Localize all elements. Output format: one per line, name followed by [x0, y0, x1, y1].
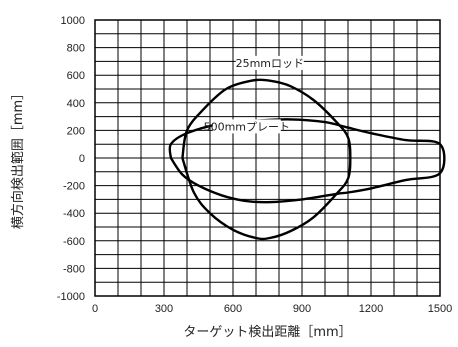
x-tick-label: 0: [92, 303, 98, 315]
grid-lines: [95, 20, 440, 296]
x-tick-label: 900: [293, 303, 311, 315]
y-tick-label: 200: [67, 125, 85, 137]
y-tick-label: 400: [67, 98, 85, 110]
series-labels: 25mmロッド 500mmプレート: [204, 55, 304, 134]
y-tick-label: 0: [79, 153, 85, 165]
y-tick-label: -400: [63, 208, 85, 220]
series-curve-rod: [181, 78, 352, 241]
plot-frame: [94, 19, 441, 297]
y-tick-label: -200: [63, 181, 85, 193]
y-tick-label: 1000: [61, 15, 85, 27]
series-label-bg-rod: [235, 55, 304, 70]
series-curves: [168, 78, 446, 241]
y-axis-title: 横方向検出範囲［mm］: [10, 87, 26, 229]
tick-labels: 0 300 600 900 1200 1500 1000 800 600 400 200 0 -200 -…: [57, 15, 452, 315]
y-tick-label: 800: [67, 43, 85, 55]
series-label-plate: 500mmプレート: [204, 120, 290, 133]
y-tick-label: 600: [67, 70, 85, 82]
x-tick-label: 300: [155, 303, 173, 315]
series-label-bg-plate: [212, 119, 281, 134]
x-axis-title: ターゲット検出距離［mm］: [183, 325, 351, 340]
y-tick-label: -600: [63, 236, 85, 248]
x-tick-label: 1200: [359, 303, 383, 315]
x-tick-label: 600: [224, 303, 242, 315]
y-tick-label: -800: [63, 263, 85, 275]
series-label-rod: 25mmロッド: [236, 57, 304, 70]
x-tick-label: 1500: [428, 303, 452, 315]
y-tick-label: -1000: [57, 291, 85, 303]
